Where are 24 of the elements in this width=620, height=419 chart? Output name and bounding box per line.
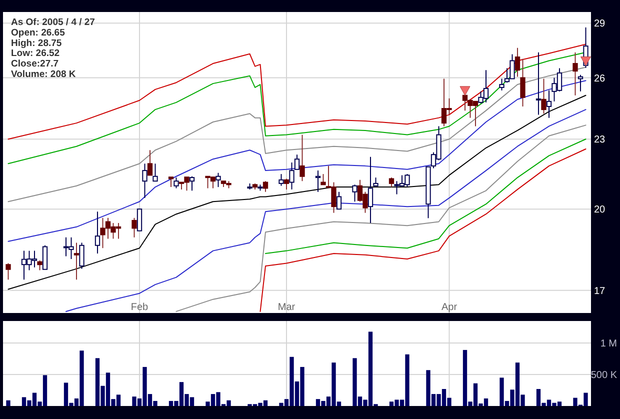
annotation: Close:27.7 <box>11 58 59 70</box>
annotation: Low: 26.52 <box>11 48 60 60</box>
annotation: Open: 26.65 <box>11 27 66 38</box>
annotation: High: 28.75 <box>11 38 62 49</box>
y-tick-label: 20 <box>594 204 606 216</box>
annotation: Volume: 208 K <box>11 69 76 80</box>
y-tick-label: 1 M <box>600 338 617 350</box>
line-series <box>66 109 586 312</box>
x-tick-label: Apr <box>441 302 458 313</box>
line-series <box>265 138 586 254</box>
line-series <box>176 124 586 312</box>
y-tick-label: 29 <box>594 18 606 30</box>
line-series <box>260 148 586 312</box>
y-tick-label: 17 <box>594 286 606 297</box>
y-tick-label: 500 K <box>590 370 618 382</box>
x-tick-label: Feb <box>130 302 149 313</box>
line-series <box>8 94 586 290</box>
annotation: As Of: 2005 / 4 / 27 <box>11 17 95 28</box>
x-tick-label: Mar <box>278 302 296 313</box>
y-tick-label: 26 <box>594 73 606 84</box>
line-series <box>8 66 586 202</box>
line-series <box>8 80 586 242</box>
bar <box>6 400 10 406</box>
y-tick-label: 23 <box>594 134 606 146</box>
